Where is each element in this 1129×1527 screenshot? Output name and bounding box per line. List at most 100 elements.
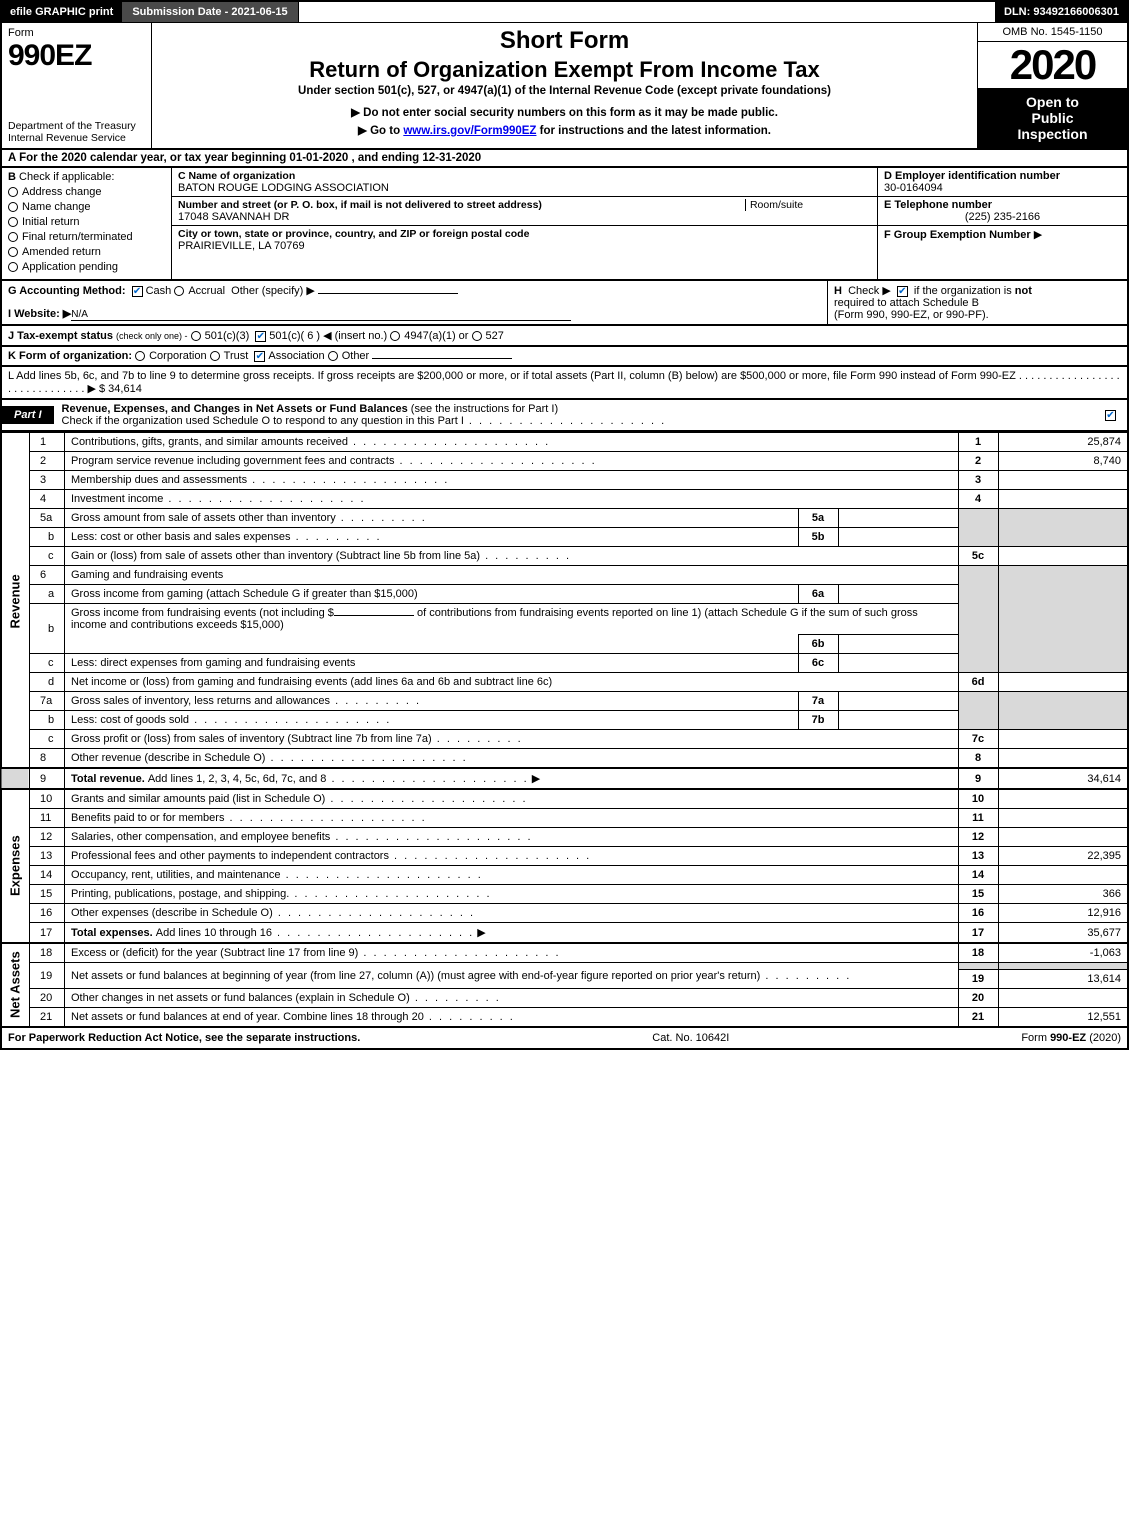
table-row: 6 Gaming and fundraising events: [1, 566, 1128, 585]
initial-return-option[interactable]: Initial return: [8, 216, 165, 228]
dots-icon: [394, 455, 596, 467]
sub-box: 5a: [798, 509, 838, 528]
row-a-tax-year: A For the 2020 calendar year, or tax yea…: [0, 150, 1129, 168]
line-amount: 25,874: [998, 433, 1128, 452]
footer-form-pre: Form: [1021, 1032, 1050, 1044]
h-checkbox[interactable]: [897, 286, 908, 297]
line-num: c: [30, 730, 65, 749]
line-desc-text: Gross profit or (loss) from sales of inv…: [71, 733, 432, 745]
other-org-field[interactable]: [372, 358, 512, 359]
other-specify-field[interactable]: [318, 293, 458, 294]
total-revenue-label: Total revenue.: [71, 773, 148, 785]
addr-change-option[interactable]: Address change: [8, 186, 165, 198]
amended-option[interactable]: Amended return: [8, 246, 165, 258]
line-desc: Other revenue (describe in Schedule O): [65, 749, 959, 769]
efile-label: efile: [10, 6, 35, 18]
row-g: G Accounting Method: Cash Accrual Other …: [2, 281, 827, 324]
circle-icon[interactable]: [174, 286, 184, 296]
line-rnum: 14: [958, 866, 998, 885]
line-num: 5a: [30, 509, 65, 528]
name-change-option[interactable]: Name change: [8, 201, 165, 213]
circle-icon[interactable]: [135, 351, 145, 361]
schedule-o-checkbox[interactable]: [1105, 410, 1116, 421]
line-rnum: 11: [958, 809, 998, 828]
line-rnum: 9: [958, 768, 998, 789]
row-l: L Add lines 5b, 6c, and 7b to line 9 to …: [0, 367, 1129, 400]
shade-cell: [998, 963, 1128, 970]
table-row: Revenue 1 Contributions, gifts, grants, …: [1, 433, 1128, 452]
line-desc: Net assets or fund balances at beginning…: [65, 963, 959, 989]
part1-title: Revenue, Expenses, and Changes in Net As…: [62, 403, 411, 415]
sub-box: 7b: [798, 711, 838, 730]
sub-val: [838, 509, 958, 528]
form-word: Form: [8, 27, 145, 39]
line-num: b: [30, 528, 65, 547]
circle-icon[interactable]: [210, 351, 220, 361]
line-num: 2: [30, 452, 65, 471]
assoc-checkbox[interactable]: [254, 351, 265, 362]
sub-val: [838, 654, 958, 673]
line-num: 16: [30, 904, 65, 923]
501c-checkbox[interactable]: [255, 331, 266, 342]
group-exempt-cell: F Group Exemption Number ▶: [878, 226, 1127, 279]
room-suite-label: Room/suite: [745, 199, 803, 211]
contrib-amount-field[interactable]: [334, 615, 414, 616]
irs-link[interactable]: www.irs.gov/Form990EZ: [403, 125, 536, 137]
line-rnum: 15: [958, 885, 998, 904]
line-desc-text: Membership dues and assessments: [71, 474, 247, 486]
initial-return-label: Initial return: [22, 216, 79, 228]
efile-block[interactable]: efile GRAPHIC print: [2, 2, 122, 22]
total-expenses-label: Total expenses.: [71, 927, 156, 939]
line-desc: Gross income from gaming (attach Schedul…: [65, 585, 799, 604]
info-block: B Check if applicable: Address change Na…: [0, 168, 1129, 281]
part1-check: [1094, 406, 1127, 424]
line-desc: Total expenses. Add lines 10 through 16 …: [65, 923, 959, 944]
arrow-icon: ▶: [87, 383, 95, 395]
goto-note: ▶ Go to www.irs.gov/Form990EZ for instru…: [160, 123, 969, 137]
line-desc-text: Salaries, other compensation, and employ…: [71, 831, 330, 843]
circle-icon[interactable]: [390, 331, 400, 341]
inspect-2: Public: [980, 110, 1125, 126]
org-name-value: BATON ROUGE LODGING ASSOCIATION: [178, 182, 871, 194]
dots-icon: [291, 531, 382, 543]
line-amount: [998, 789, 1128, 809]
line-rnum: 13: [958, 847, 998, 866]
dots-icon: [273, 907, 475, 919]
circle-icon[interactable]: [472, 331, 482, 341]
part1-subtitle: (see the instructions for Part I): [411, 403, 558, 415]
shade-cell: [998, 692, 1128, 730]
submission-date-label: Submission Date -: [132, 6, 231, 18]
circle-icon[interactable]: [191, 331, 201, 341]
header-left: Form 990EZ Department of the Treasury In…: [2, 23, 152, 148]
dln-block: DLN: 93492166006301: [996, 2, 1127, 22]
table-row: d Net income or (loss) from gaming and f…: [1, 673, 1128, 692]
topbar-spacer: [299, 2, 996, 22]
line-desc-text: Net assets or fund balances at beginning…: [71, 970, 760, 982]
line-desc: Occupancy, rent, utilities, and maintena…: [65, 866, 959, 885]
app-pending-option[interactable]: Application pending: [8, 261, 165, 273]
city-label: City or town, state or province, country…: [178, 228, 871, 240]
amended-label: Amended return: [22, 246, 101, 258]
line-num: 14: [30, 866, 65, 885]
table-row: 20 Other changes in net assets or fund b…: [1, 989, 1128, 1008]
check-if-applicable: Check if applicable:: [19, 171, 114, 183]
line-amount: 12,551: [998, 1008, 1128, 1028]
line-amount: 12,916: [998, 904, 1128, 923]
header-mid: Short Form Return of Organization Exempt…: [152, 23, 977, 148]
line-desc-text: Gross amount from sale of assets other t…: [71, 512, 336, 524]
cash-checkbox[interactable]: [132, 286, 143, 297]
line-desc: Gain or (loss) from sale of assets other…: [65, 547, 959, 566]
circle-icon[interactable]: [328, 351, 338, 361]
table-row: c Gross profit or (loss) from sales of i…: [1, 730, 1128, 749]
table-row: 5a Gross amount from sale of assets othe…: [1, 509, 1128, 528]
part1-title-block: Revenue, Expenses, and Changes in Net As…: [54, 400, 1094, 430]
line-desc-text: Program service revenue including govern…: [71, 455, 394, 467]
dots-icon: [272, 927, 474, 939]
print-link[interactable]: print: [89, 6, 113, 18]
line-rnum: 4: [958, 490, 998, 509]
dots-icon: [326, 773, 528, 785]
line-num: 6: [30, 566, 65, 585]
line-desc-text: Gross income from fundraising events (no…: [71, 607, 334, 619]
final-return-option[interactable]: Final return/terminated: [8, 231, 165, 243]
part1-check-line: Check if the organization used Schedule …: [62, 415, 464, 427]
